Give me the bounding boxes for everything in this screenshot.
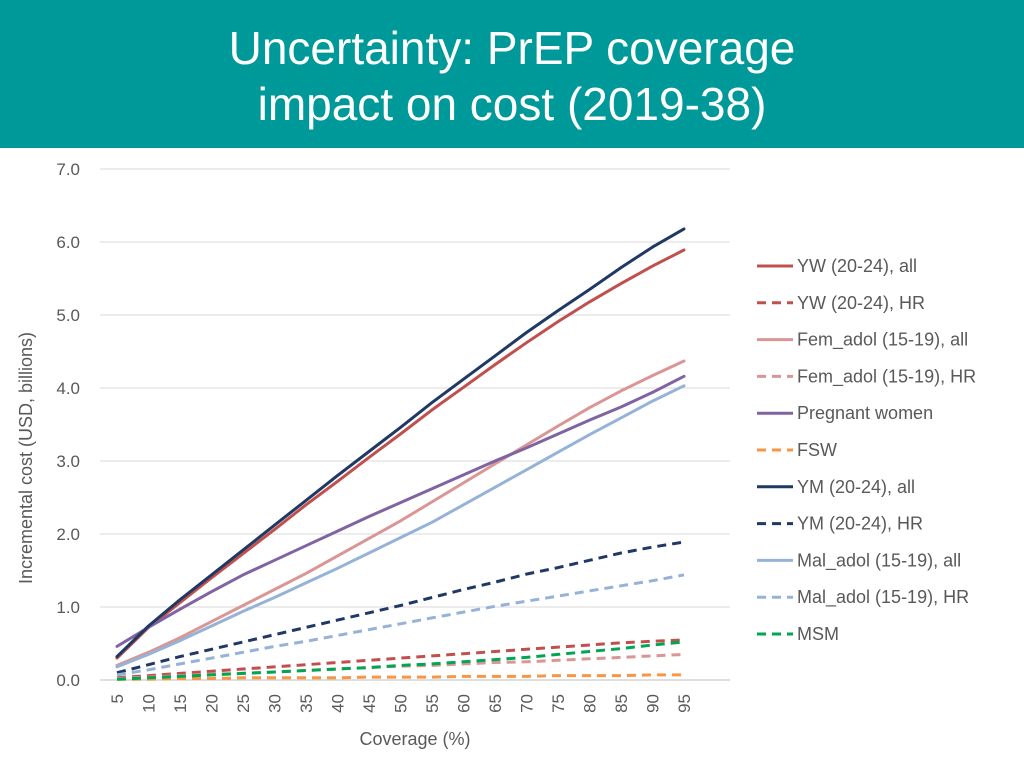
y-tick-label: 3.0 <box>56 452 80 471</box>
y-tick-label: 7.0 <box>56 160 80 179</box>
series-line-2 <box>115 359 686 667</box>
legend: YW (20-24), all YW (20-24), HR Fem_adol (1… <box>757 256 976 644</box>
series-line-8 <box>115 384 686 669</box>
legend-label: Pregnant women <box>797 403 933 423</box>
legend-label: YM (20-24), HR <box>797 514 923 534</box>
y-tick-label: 4.0 <box>56 379 80 398</box>
legend-label: YW (20-24), all <box>797 256 917 276</box>
x-tick-label: 60 <box>455 694 474 713</box>
legend-label: Mal_adol (15-19), all <box>797 550 961 571</box>
x-axis-title: Coverage (%) <box>359 729 470 749</box>
x-tick-label: 40 <box>329 694 348 713</box>
x-tick-label: 5 <box>108 694 127 703</box>
y-tick-label: 6.0 <box>56 233 80 252</box>
legend-label: FSW <box>797 440 837 460</box>
x-tick-label: 65 <box>486 694 505 713</box>
series-line-4 <box>115 374 686 648</box>
x-tick-label: 75 <box>549 694 568 713</box>
series-line-5 <box>117 673 684 681</box>
y-axis-title: Incremental cost (USD, billions) <box>16 332 36 584</box>
x-tick-label: 20 <box>203 694 222 713</box>
legend-label: YM (20-24), all <box>797 477 915 497</box>
x-tick-label: 90 <box>644 694 663 713</box>
x-tick-label: 25 <box>234 694 253 713</box>
y-axis-ticks: 0.0 1.0 2.0 3.0 4.0 5.0 6.0 7.0 <box>56 160 80 690</box>
x-tick-label: 85 <box>612 694 631 713</box>
x-tick-label: 50 <box>392 694 411 713</box>
y-tick-label: 1.0 <box>56 598 80 617</box>
x-tick-label: 70 <box>518 694 537 713</box>
x-tick-label: 55 <box>423 694 442 713</box>
series-line-7 <box>116 540 685 675</box>
x-tick-label: 35 <box>297 694 316 713</box>
series-line-1 <box>116 638 685 680</box>
x-tick-label: 45 <box>360 694 379 713</box>
title-banner: Uncertainty: PrEP coverage impact on cos… <box>0 0 1024 148</box>
legend-label: MSM <box>797 624 839 644</box>
series-line-6 <box>115 227 686 659</box>
line-chart: 0.0 1.0 2.0 3.0 4.0 5.0 6.0 7.0 5 10 15 20 25 30 35 40… <box>16 160 976 749</box>
legend-label: Fem_adol (15-19), HR <box>797 366 976 387</box>
y-tick-label: 2.0 <box>56 525 80 544</box>
series-line-9 <box>116 573 685 677</box>
y-tick-label: 5.0 <box>56 306 80 325</box>
series-line-10 <box>116 640 685 681</box>
x-tick-label: 30 <box>266 694 285 713</box>
legend-label: Mal_adol (15-19), HR <box>797 587 969 608</box>
y-tick-label: 0.0 <box>56 671 80 690</box>
legend-label: YW (20-24), HR <box>797 293 925 313</box>
legend-label: Fem_adol (15-19), all <box>797 330 968 351</box>
x-tick-label: 10 <box>140 694 159 713</box>
series-line-0 <box>115 248 686 660</box>
x-axis-ticks: 5 10 15 20 25 30 35 40 45 50 55 60 65 70 75 80 85 90 95 <box>108 694 694 713</box>
x-tick-label: 15 <box>171 694 190 713</box>
slide-title-line-2: impact on cost (2019-38) <box>257 78 767 130</box>
x-tick-label: 80 <box>581 694 600 713</box>
x-tick-label: 95 <box>675 694 694 713</box>
slide-title-line-1: Uncertainty: PrEP coverage <box>228 22 796 74</box>
series-lines <box>115 227 686 681</box>
gridlines <box>100 168 730 681</box>
